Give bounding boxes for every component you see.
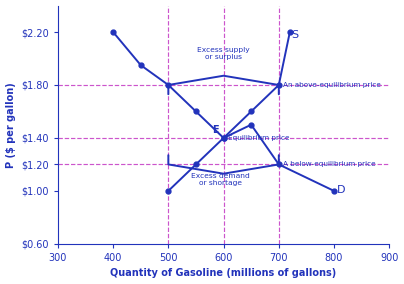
- Text: A below-equilibrium price: A below-equilibrium price: [283, 161, 376, 168]
- X-axis label: Quantity of Gasoline (millions of gallons): Quantity of Gasoline (millions of gallon…: [110, 268, 337, 278]
- Text: D: D: [337, 185, 345, 195]
- Text: E: E: [213, 125, 219, 135]
- Y-axis label: P ($ per gallon): P ($ per gallon): [6, 82, 16, 168]
- Text: An above-equilibrium price: An above-equilibrium price: [283, 82, 381, 88]
- Text: Excess demand
or shortage: Excess demand or shortage: [191, 173, 250, 186]
- Text: S: S: [292, 30, 299, 40]
- Text: Excess supply
or surplus: Excess supply or surplus: [197, 47, 250, 60]
- Text: Equilibrium price: Equilibrium price: [228, 135, 290, 141]
